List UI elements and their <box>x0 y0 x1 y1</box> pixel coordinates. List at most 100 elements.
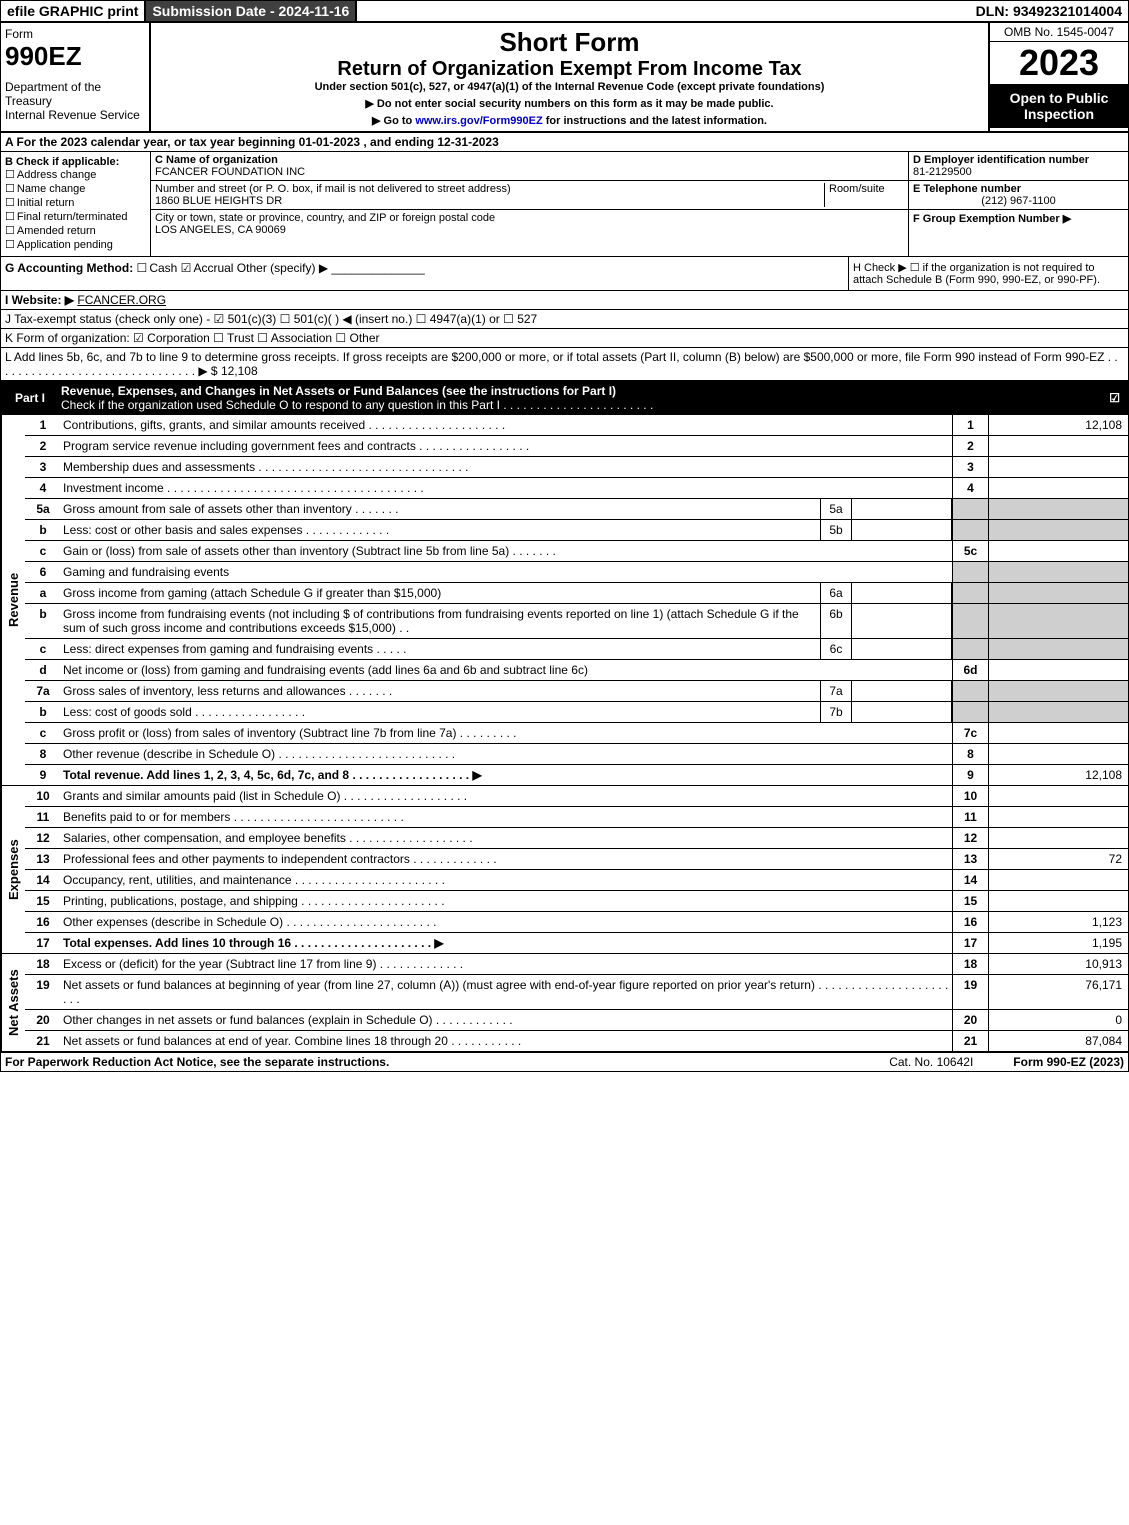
line-2-rnum: 2 <box>952 436 988 456</box>
line-8-rnum: 8 <box>952 744 988 764</box>
line-6-rvg <box>988 562 1128 582</box>
line-5c-rnum: 5c <box>952 541 988 561</box>
line-16-desc: Other expenses (describe in Schedule O) … <box>61 912 952 932</box>
line-7a-midval <box>852 681 952 701</box>
form-word: Form <box>5 27 145 41</box>
submission-date: Submission Date - 2024-11-16 <box>146 1 357 21</box>
accounting-cash[interactable]: Cash <box>137 261 178 275</box>
efile-print: efile GRAPHIC print <box>1 1 146 21</box>
line-6d-desc: Net income or (loss) from gaming and fun… <box>61 660 952 680</box>
line-3-desc: Membership dues and assessments . . . . … <box>61 457 952 477</box>
room-suite: Room/suite <box>824 183 904 207</box>
line-2-val <box>988 436 1128 456</box>
line-2-desc: Program service revenue including govern… <box>61 436 952 456</box>
omb-number: OMB No. 1545-0047 <box>990 23 1128 42</box>
accounting-accrual[interactable]: Accrual <box>181 261 234 275</box>
line-17-num: 17 <box>25 933 61 953</box>
line-16-rnum: 16 <box>952 912 988 932</box>
section-b-title: B Check if applicable: <box>5 156 146 168</box>
line-5a-num: 5a <box>25 499 61 519</box>
line-8-desc: Other revenue (describe in Schedule O) .… <box>61 744 952 764</box>
header-row: Form 990EZ Department of the Treasury In… <box>1 23 1128 133</box>
line-6d-num: d <box>25 660 61 680</box>
line-17-val: 1,195 <box>988 933 1128 953</box>
line-14-desc: Occupancy, rent, utilities, and maintena… <box>61 870 952 890</box>
line-7c-val <box>988 723 1128 743</box>
line-6a-mid: 6a <box>820 583 852 603</box>
check-initial-return[interactable]: Initial return <box>5 196 146 209</box>
line-6-rg <box>952 562 988 582</box>
line-8-num: 8 <box>25 744 61 764</box>
section-c: C Name of organization FCANCER FOUNDATIO… <box>151 152 908 256</box>
part1-checkbox[interactable] <box>1109 391 1122 405</box>
netassets-side-label: Net Assets <box>1 954 25 1051</box>
line-6a-midval <box>852 583 952 603</box>
line-19-rnum: 19 <box>952 975 988 1009</box>
line-11-desc: Benefits paid to or for members . . . . … <box>61 807 952 827</box>
line-19-num: 19 <box>25 975 61 1009</box>
line-7b-midval <box>852 702 952 722</box>
no-ssn-text: ▶ Do not enter social security numbers o… <box>155 97 984 110</box>
line-7a-rg <box>952 681 988 701</box>
check-final-return[interactable]: Final return/terminated <box>5 210 146 223</box>
header-right: OMB No. 1545-0047 2023 Open to Public In… <box>988 23 1128 131</box>
section-f: F Group Exemption Number ▶ <box>909 210 1128 227</box>
line-14-rnum: 14 <box>952 870 988 890</box>
check-name-change[interactable]: Name change <box>5 182 146 195</box>
line-18-desc: Excess or (deficit) for the year (Subtra… <box>61 954 952 974</box>
line-6c-num: c <box>25 639 61 659</box>
line-9-val: 12,108 <box>988 765 1128 785</box>
addr-row: Number and street (or P. O. box, if mail… <box>151 181 908 210</box>
part1-label: Part I <box>7 389 53 407</box>
dln: DLN: 93492321014004 <box>970 1 1128 21</box>
line-20-desc: Other changes in net assets or fund bala… <box>61 1010 952 1030</box>
line-5a-midval <box>852 499 952 519</box>
row-j: J Tax-exempt status (check only one) - ☑… <box>1 310 1128 329</box>
header-center: Short Form Return of Organization Exempt… <box>151 23 988 131</box>
line-7c-num: c <box>25 723 61 743</box>
line-21-num: 21 <box>25 1031 61 1051</box>
line-6-desc: Gaming and fundraising events <box>61 562 952 582</box>
check-address-change[interactable]: Address change <box>5 168 146 181</box>
line-7a-num: 7a <box>25 681 61 701</box>
line-7b-rvg <box>988 702 1128 722</box>
line-5a-mid: 5a <box>820 499 852 519</box>
line-16-num: 16 <box>25 912 61 932</box>
line-12-desc: Salaries, other compensation, and employ… <box>61 828 952 848</box>
goto-link[interactable]: www.irs.gov/Form990EZ <box>415 115 542 127</box>
line-3-num: 3 <box>25 457 61 477</box>
line-18-rnum: 18 <box>952 954 988 974</box>
line-11-num: 11 <box>25 807 61 827</box>
line-11-val <box>988 807 1128 827</box>
line-10-rnum: 10 <box>952 786 988 806</box>
line-18-val: 10,913 <box>988 954 1128 974</box>
org-name: FCANCER FOUNDATION INC <box>155 166 305 178</box>
row-l: L Add lines 5b, 6c, and 7b to line 9 to … <box>1 348 1128 381</box>
line-6b-midval <box>852 604 952 638</box>
section-d: D Employer identification number 81-2129… <box>909 152 1128 181</box>
short-form-title: Short Form <box>155 27 984 58</box>
line-4-rnum: 4 <box>952 478 988 498</box>
line-19-desc: Net assets or fund balances at beginning… <box>61 975 952 1009</box>
line-7a-mid: 7a <box>820 681 852 701</box>
line-1-val: 12,108 <box>988 415 1128 435</box>
line-3-val <box>988 457 1128 477</box>
line-6a-rvg <box>988 583 1128 603</box>
check-amended-return[interactable]: Amended return <box>5 224 146 237</box>
line-10-num: 10 <box>25 786 61 806</box>
line-5b-desc: Less: cost or other basis and sales expe… <box>61 520 820 540</box>
section-e: E Telephone number (212) 967-1100 <box>909 181 1128 210</box>
line-6b-mid: 6b <box>820 604 852 638</box>
row-a: A For the 2023 calendar year, or tax yea… <box>1 133 1128 152</box>
line-6c-rg <box>952 639 988 659</box>
return-title: Return of Organization Exempt From Incom… <box>155 58 984 81</box>
website-label: I Website: ▶ <box>5 293 74 307</box>
line-6a-desc: Gross income from gaming (attach Schedul… <box>61 583 820 603</box>
line-15-rnum: 15 <box>952 891 988 911</box>
part1-check: Check if the organization used Schedule … <box>61 398 653 412</box>
line-7c-rnum: 7c <box>952 723 988 743</box>
footer-right: Form 990-EZ (2023) <box>1013 1055 1124 1069</box>
form-container: efile GRAPHIC print Submission Date - 20… <box>0 0 1129 1072</box>
check-application-pending[interactable]: Application pending <box>5 238 146 251</box>
line-8-val <box>988 744 1128 764</box>
